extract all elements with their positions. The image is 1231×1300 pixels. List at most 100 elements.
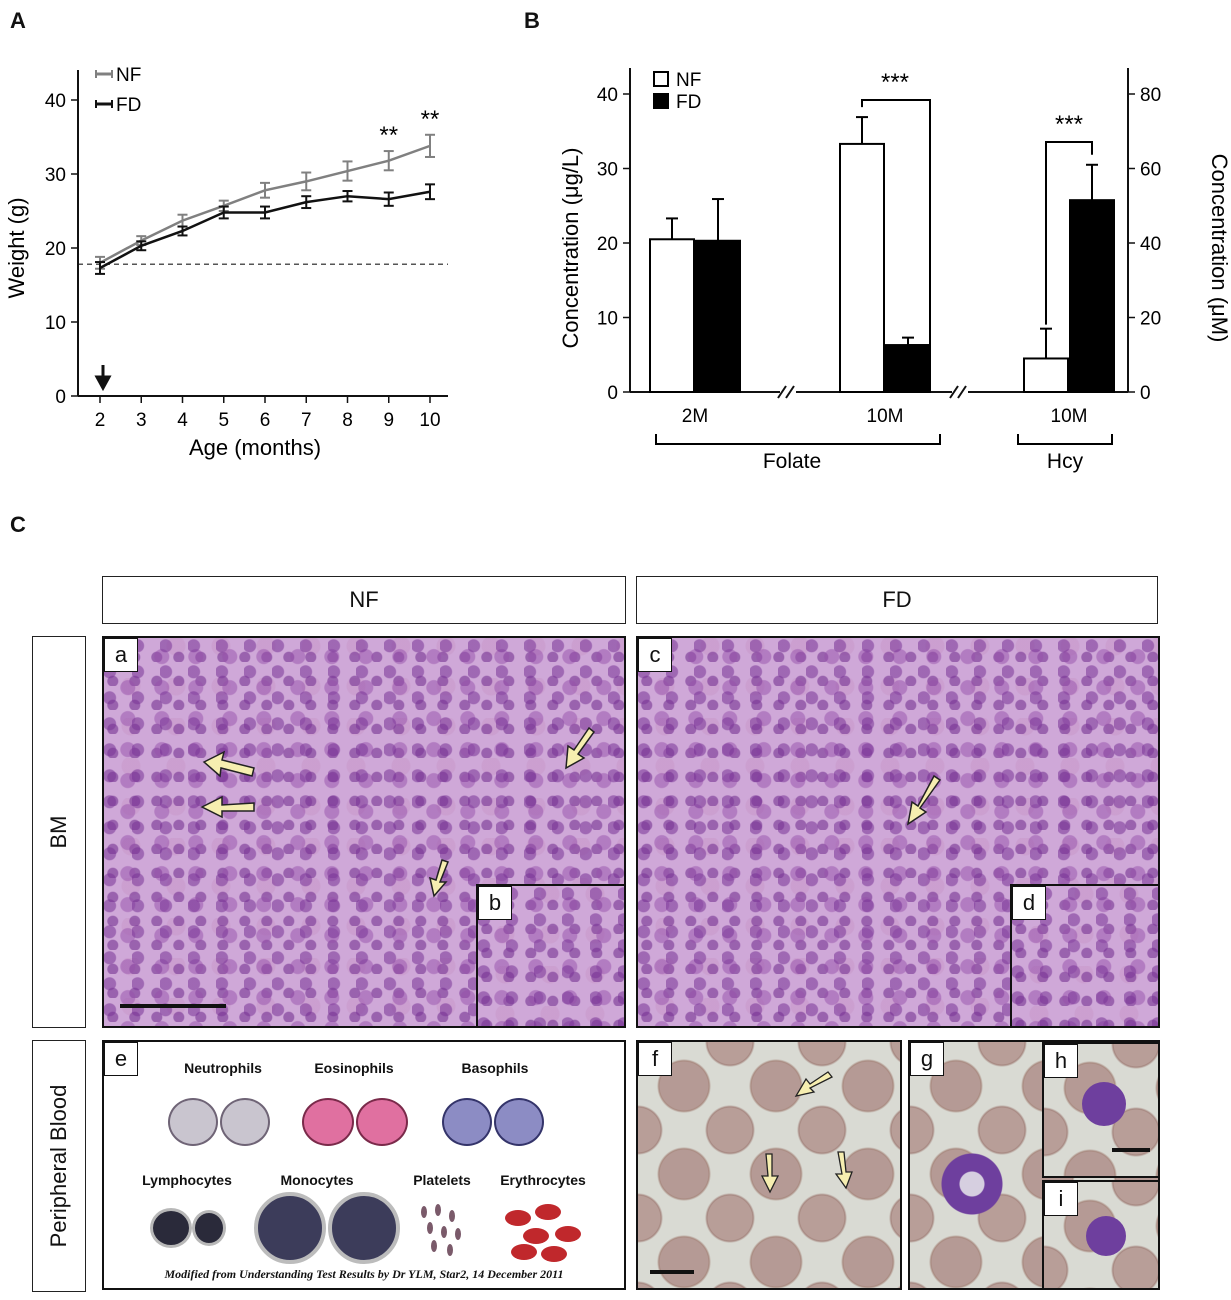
megakaryocyte-arrow-icon: [202, 750, 255, 778]
folate-group-label: Folate: [763, 450, 821, 473]
group-label: 2M: [682, 406, 708, 427]
weight-error-bar-fd: [342, 190, 353, 203]
scale-bar: [1112, 1148, 1150, 1152]
weight-x-tick-label: 6: [260, 410, 271, 431]
significance-marker: **: [379, 122, 398, 149]
panel-letter-b: B: [524, 8, 540, 33]
significance-marker: **: [421, 106, 440, 133]
label-platelets: Platelets: [413, 1172, 471, 1188]
column-header-nf: NF: [102, 576, 626, 624]
micrograph-b-inset: b: [476, 884, 624, 1026]
row-header-pb-label: Peripheral Blood: [46, 1084, 71, 1248]
platelets-icon: [421, 1204, 461, 1256]
break-mark: [949, 385, 959, 399]
tag-f: f: [638, 1042, 672, 1076]
label-lymphocytes: Lymphocytes: [142, 1172, 232, 1188]
basophil-icon: [442, 1098, 492, 1146]
monocyte-icon: [254, 1192, 326, 1264]
legend-swatch-nf: [653, 71, 669, 87]
megakaryocyte-arrow-icon: [200, 795, 255, 819]
neutrophil-icon: [168, 1098, 218, 1146]
weight-error-bar-nf: [301, 171, 312, 192]
legend-label-nf: NF: [676, 70, 701, 91]
basophil-icon: [494, 1098, 544, 1146]
eosinophil-icon: [356, 1098, 408, 1146]
weight-error-bar-fd: [301, 195, 312, 210]
weight-error-bar-fd: [95, 261, 105, 275]
weight-y-tick-label: 10: [45, 313, 66, 334]
weight-x-tick-label: 7: [301, 410, 312, 431]
micrograph-f: f: [636, 1040, 902, 1290]
weight-error-bar-fd: [383, 191, 394, 207]
micrograph-h-inset: h: [1042, 1042, 1158, 1178]
howell-jolly-arrow-icon: [760, 1153, 780, 1194]
tag-d: d: [1012, 886, 1046, 920]
significance-bracket: [1045, 141, 1093, 325]
weight-x-tick-label: 4: [177, 410, 188, 431]
conc-y-tick-label: 30: [597, 160, 618, 181]
micrograph-a-arrows: [120, 726, 596, 1008]
micrograph-f-arrows: [650, 1071, 853, 1274]
group-label: 10M: [1051, 406, 1088, 427]
label-erythrocytes: Erythrocytes: [500, 1172, 586, 1188]
weight-series-line-nf: [99, 144, 431, 264]
weight-x-tick-label: 5: [218, 410, 229, 431]
weight-series-line-fd: [99, 190, 431, 270]
legend-label-fd: FD: [116, 95, 141, 116]
tag-a: a: [104, 638, 138, 672]
weight-error-bar-fd: [136, 240, 147, 252]
micrograph-g: g h i: [908, 1040, 1160, 1290]
conc-y-tick-label: 10: [597, 309, 618, 330]
weight-x-tick-label: 10: [419, 410, 440, 431]
weight-error-bar-fd: [177, 225, 188, 237]
folate-bracket: [655, 434, 941, 445]
micrograph-c-arrows: [906, 774, 942, 826]
conc-y-tick-label: 40: [597, 85, 618, 106]
weight-error-bar-fd: [218, 205, 229, 220]
weight-y-tick-label: 0: [55, 387, 66, 408]
conc-y2-tick-label: 40: [1140, 234, 1161, 255]
break-mark: [785, 385, 795, 399]
weight-error-bar-nf: [260, 181, 270, 199]
conc-y-tick-label: 0: [607, 383, 618, 404]
tag-b: b: [478, 886, 512, 920]
weight-x-axis-label: Age (months): [189, 435, 321, 460]
significance-bracket: [861, 99, 931, 347]
weight-line-chart: 2 3 4 5 6 7 8 9 10 0 10 20 30 40 NF FD ** ** Age (month…: [4, 65, 448, 460]
label-neutrophils: Neutrophils: [184, 1060, 262, 1076]
significance-marker: ***: [881, 69, 909, 96]
neutrophil-cell: [1082, 1082, 1126, 1126]
break-mark: [957, 385, 967, 399]
hypersegmented-neutrophil: [938, 1152, 1006, 1216]
bar-nf: [1023, 357, 1069, 394]
weight-error-bar-fd: [425, 183, 435, 201]
weight-x-tick-label: 2: [95, 410, 106, 431]
conc-y2-tick-label: 60: [1140, 160, 1161, 181]
illustration-e: e Neutrophils Eosinophils Basophils Lymp…: [102, 1040, 626, 1290]
tag-g: g: [910, 1042, 944, 1076]
panel-letter-c: C: [10, 512, 26, 537]
conc-y-tick-label: 20: [597, 234, 618, 255]
label-basophils: Basophils: [461, 1060, 529, 1076]
tag-c: c: [638, 638, 672, 672]
hcy-bracket: [1017, 434, 1113, 445]
conc-y2-tick-label: 80: [1140, 85, 1161, 106]
hcy-group-label: Hcy: [1047, 450, 1084, 473]
panel-letter-a: A: [10, 8, 26, 33]
illustration-credit: Modified from Understanding Test Results…: [164, 1267, 564, 1281]
weight-error-bar-nf: [383, 150, 394, 172]
lymphocyte-icon: [192, 1210, 226, 1246]
weight-x-tick-label: 9: [383, 410, 394, 431]
neutrophil-cell: [1086, 1216, 1126, 1256]
column-header-fd: FD: [636, 576, 1158, 624]
row-header-bm: BM: [32, 636, 86, 1028]
howell-jolly-arrow-icon: [834, 1151, 853, 1190]
weight-y-axis-label: Weight (g): [4, 197, 29, 298]
lymphocyte-icon: [150, 1208, 192, 1248]
megakaryocyte-arrow-icon: [428, 859, 449, 898]
bar-fd: [695, 239, 741, 393]
row-header-peripheral-blood: Peripheral Blood: [32, 1040, 86, 1292]
micrograph-i-inset: i: [1042, 1180, 1158, 1288]
group-label: 10M: [867, 406, 904, 427]
